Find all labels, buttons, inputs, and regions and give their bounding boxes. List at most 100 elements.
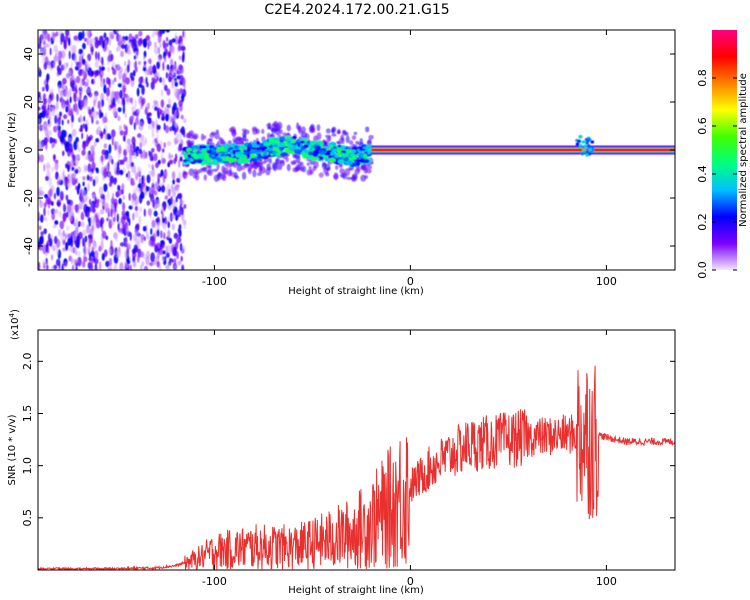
noise-speckle bbox=[162, 217, 166, 224]
tone-blob bbox=[314, 157, 320, 161]
noise-speckle bbox=[151, 219, 156, 228]
noise-speckle bbox=[126, 259, 131, 265]
noise-speckle bbox=[143, 236, 146, 241]
tone-halo bbox=[236, 137, 242, 141]
noise-speckle bbox=[53, 192, 57, 200]
noise-speckle bbox=[166, 64, 170, 71]
noise-speckle bbox=[178, 99, 183, 107]
noise-speckle bbox=[156, 143, 162, 152]
noise-speckle bbox=[124, 60, 126, 67]
noise-speckle bbox=[68, 255, 72, 262]
tone-halo bbox=[195, 174, 200, 181]
noise-speckle bbox=[43, 216, 48, 222]
tone-blob bbox=[346, 147, 351, 150]
noise-speckle bbox=[165, 72, 169, 79]
tone-halo bbox=[207, 168, 214, 177]
tone-halo bbox=[302, 131, 307, 138]
noise-speckle bbox=[152, 30, 155, 36]
tone-halo bbox=[355, 140, 360, 145]
noise-speckle bbox=[164, 219, 168, 224]
noise-speckle bbox=[111, 136, 114, 146]
tone-blob bbox=[272, 144, 279, 148]
noise-speckle bbox=[107, 78, 111, 85]
noise-speckle bbox=[75, 250, 78, 256]
figure-title: C2E4.2024.172.00.21.G15 bbox=[264, 2, 449, 18]
noise-speckle bbox=[128, 205, 133, 210]
noise-speckle bbox=[54, 220, 59, 226]
tone-blob bbox=[314, 145, 321, 150]
noise-speckle bbox=[126, 243, 131, 251]
noise-speckle bbox=[142, 149, 146, 160]
noise-speckle bbox=[105, 260, 110, 268]
tone-halo bbox=[353, 131, 358, 135]
noise-speckle bbox=[164, 171, 168, 177]
tone-halo bbox=[218, 137, 223, 142]
noise-speckle bbox=[124, 113, 128, 119]
noise-speckle bbox=[147, 124, 153, 130]
noise-speckle bbox=[43, 228, 47, 235]
tone-blob bbox=[324, 158, 330, 162]
tone-blob bbox=[252, 142, 257, 146]
noise-speckle bbox=[167, 262, 171, 270]
noise-speckle bbox=[134, 44, 138, 52]
noise-speckle bbox=[159, 77, 163, 83]
noise-speckle bbox=[118, 197, 122, 205]
tone-halo bbox=[256, 161, 263, 168]
noise-speckle bbox=[56, 180, 61, 186]
noise-speckle bbox=[47, 103, 50, 111]
tone-halo bbox=[197, 169, 203, 173]
noise-speckle bbox=[43, 137, 49, 144]
noise-speckle bbox=[82, 42, 86, 50]
noise-speckle bbox=[100, 132, 104, 140]
tone-blob bbox=[206, 149, 212, 154]
noise-speckle bbox=[161, 116, 165, 121]
noise-speckle bbox=[71, 264, 74, 270]
noise-speckle bbox=[94, 250, 99, 260]
noise-speckle bbox=[134, 169, 137, 176]
noise-speckle bbox=[132, 69, 136, 77]
noise-speckle bbox=[156, 229, 160, 237]
noise-speckle bbox=[132, 212, 135, 221]
noise-speckle bbox=[160, 249, 163, 254]
noise-speckle bbox=[83, 254, 86, 264]
tone-halo bbox=[308, 166, 312, 170]
noise-speckle bbox=[41, 260, 47, 266]
tone-halo bbox=[266, 123, 271, 127]
tone-blob bbox=[212, 160, 218, 166]
noise-speckle bbox=[154, 230, 158, 239]
noise-speckle bbox=[180, 45, 186, 52]
noise-speckle bbox=[43, 202, 47, 208]
tone-bump bbox=[587, 144, 591, 148]
tone-blob bbox=[291, 136, 297, 139]
tone-halo bbox=[217, 172, 222, 178]
noise-speckle bbox=[82, 176, 86, 181]
noise-speckle bbox=[75, 178, 78, 184]
noise-speckle bbox=[166, 88, 171, 96]
tone-bump bbox=[578, 144, 583, 148]
noise-speckle bbox=[66, 180, 72, 189]
noise-speckle bbox=[103, 249, 108, 257]
noise-speckle bbox=[131, 115, 134, 121]
noise-speckle bbox=[157, 34, 162, 44]
noise-speckle bbox=[38, 118, 41, 124]
noise-speckle bbox=[88, 239, 91, 248]
noise-speckle bbox=[45, 243, 48, 253]
noise-speckle bbox=[73, 54, 78, 64]
noise-speckle bbox=[73, 140, 78, 151]
noise-speckle bbox=[108, 257, 113, 267]
tone-bump bbox=[581, 140, 586, 144]
noise-speckle bbox=[162, 61, 165, 71]
noise-speckle bbox=[105, 202, 109, 213]
tone-halo bbox=[346, 176, 352, 180]
noise-speckle bbox=[91, 115, 94, 124]
noise-speckle bbox=[40, 214, 44, 223]
noise-speckle bbox=[130, 181, 136, 186]
noise-speckle bbox=[134, 66, 138, 73]
tone-bump bbox=[585, 150, 590, 154]
noise-speckle bbox=[181, 264, 185, 270]
tone-blob bbox=[351, 149, 357, 153]
noise-speckle bbox=[176, 251, 179, 260]
noise-speckle bbox=[101, 230, 107, 239]
noise-speckle bbox=[100, 240, 104, 251]
tone-blob bbox=[267, 147, 273, 152]
